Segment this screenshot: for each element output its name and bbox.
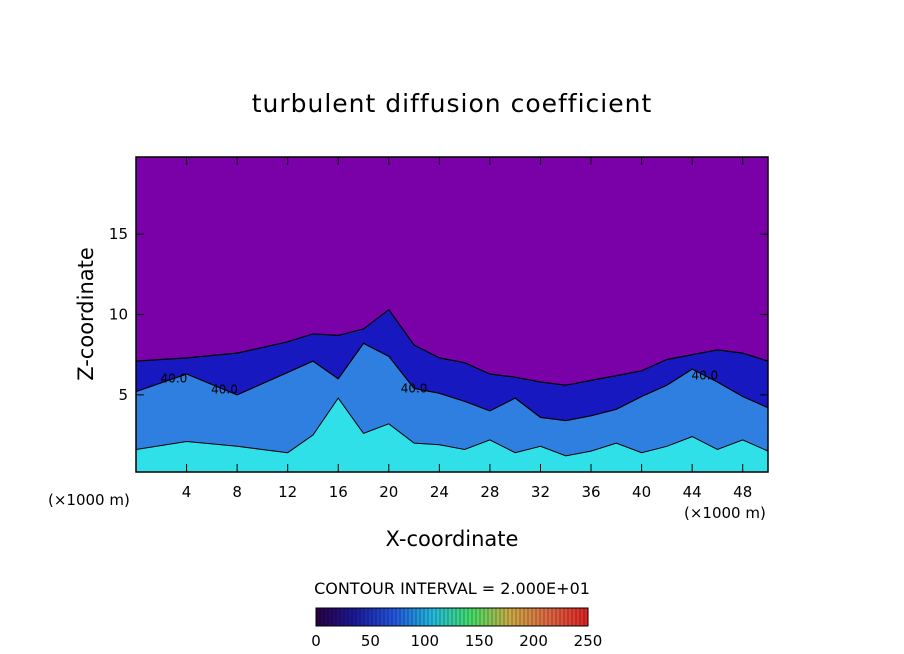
x-tick-label: 28 [480,483,499,501]
colorbar-tick-label: 100 [410,632,439,650]
x-axis-label: X-coordinate [386,527,519,551]
colorbar-tick-label: 0 [311,632,321,650]
contour-line-inner [136,397,768,457]
colorbar-tick-label: 200 [519,632,548,650]
x-tick-label: 44 [683,483,702,501]
x-tick-label: 32 [531,483,550,501]
x-tick-label: 24 [430,483,449,501]
y-axis-label: Z-coordinate [74,247,98,381]
y-tick-label: 10 [109,306,128,324]
x-tick-label: 20 [379,483,398,501]
colorbar-tick-label: 50 [361,632,380,650]
colorbar: 0 50 100 150 200 250 [311,607,602,650]
y-tick-label: 5 [118,386,128,404]
contour-line-outer [136,308,768,386]
x-tick-label: 48 [733,483,752,501]
x-unit-left: (×1000 m) [48,491,130,509]
colorbar-frame [315,607,589,627]
contour-interval-label: CONTOUR INTERVAL = 2.000E+01 [314,579,590,598]
x-tick-label: 8 [232,483,242,501]
colorbar-ticks: 0 50 100 150 200 250 [311,632,602,650]
y-axis: 5 10 15 [109,225,768,404]
colorbar-tick-label: 250 [574,632,603,650]
plot-area: 40.0 40.0 40.0 40.0 [135,156,769,473]
chart-title: turbulent diffusion coefficient [252,89,653,118]
x-tick-label: 16 [329,483,348,501]
y-tick-label: 15 [109,225,128,243]
contour-label: 40.0 [401,381,428,395]
high-turbulence-region [136,398,768,472]
contour-line-40 [136,342,768,422]
x-tick-label: 36 [581,483,600,501]
turbulence-field: 40.0 40.0 40.0 40.0 [136,308,768,472]
x-axis: 4 8 12 16 20 24 28 32 36 40 44 48 [182,157,752,501]
x-unit-right: (×1000 m) [684,504,766,522]
contour-label: 40.0 [211,383,238,397]
x-tick-label: 40 [632,483,651,501]
colorbar-stripes [319,608,585,626]
x-tick-label: 12 [278,483,297,501]
contour-label: 40.0 [161,371,188,385]
mid-turbulence-region [136,343,768,472]
x-tick-label: 4 [182,483,192,501]
contour-label: 40.0 [691,369,718,383]
colorbar-tick-label: 150 [465,632,494,650]
